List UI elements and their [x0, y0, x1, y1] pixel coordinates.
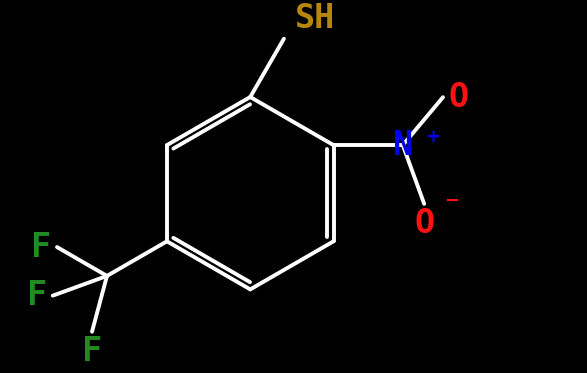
- Text: −: −: [444, 191, 459, 209]
- Text: F: F: [27, 279, 48, 312]
- Text: F: F: [32, 231, 52, 264]
- Text: N: N: [393, 129, 413, 162]
- Text: +: +: [425, 128, 440, 145]
- Text: F: F: [82, 335, 102, 368]
- Text: SH: SH: [295, 2, 335, 35]
- Text: O: O: [414, 207, 434, 240]
- Text: O: O: [448, 81, 468, 114]
